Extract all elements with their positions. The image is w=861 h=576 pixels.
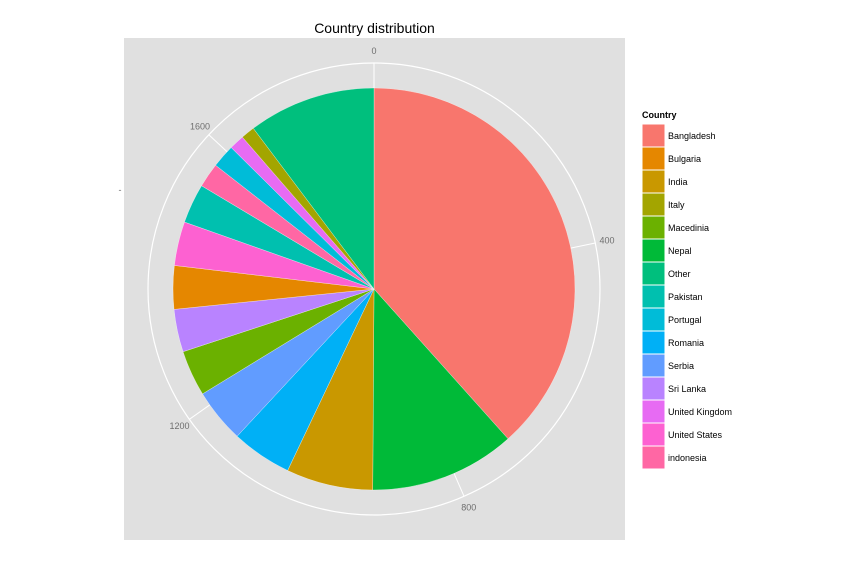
legend-swatch <box>641 330 666 355</box>
axis-tick-label: 1600 <box>190 122 210 132</box>
legend-label: Pakistan <box>668 292 703 302</box>
legend-swatch <box>641 169 666 194</box>
legend-label: Italy <box>668 200 685 210</box>
legend-swatch <box>641 192 666 217</box>
legend-title: Country <box>642 110 677 120</box>
legend-label: Bangladesh <box>668 131 716 141</box>
legend-swatch <box>641 353 666 378</box>
chart-title: Country distribution <box>314 20 435 36</box>
legend-swatch <box>641 215 666 240</box>
axis-tick-label: 0 <box>371 46 376 56</box>
axis-tick-label: 400 <box>600 236 615 246</box>
legend-label: India <box>668 177 688 187</box>
legend-label: Nepal <box>668 246 692 256</box>
pie-slice-nepal <box>372 288 509 491</box>
legend-swatch <box>641 146 666 171</box>
pie-slice-bangladesh <box>373 87 576 440</box>
legend-label: United Kingdom <box>668 407 732 417</box>
legend-label: indonesia <box>668 453 707 463</box>
legend-label: Bulgaria <box>668 154 701 164</box>
pie-slice-other <box>253 87 375 290</box>
legend-swatch <box>641 445 666 470</box>
legend-label: Portugal <box>668 315 702 325</box>
slice-layer <box>172 87 576 491</box>
y-axis-tick-label: - <box>119 185 122 195</box>
legend-swatch <box>641 376 666 401</box>
legend-swatch <box>641 123 666 148</box>
legend-label: Sri Lanka <box>668 384 706 394</box>
axis-tick-label: 1200 <box>170 421 190 431</box>
legend-swatch <box>641 422 666 447</box>
legend-label: Other <box>668 269 691 279</box>
legend-label: United States <box>668 430 723 440</box>
tick-layer: 0 400 800 1200 1600 - <box>119 46 615 512</box>
legend: Country Bangladesh Bulgaria India Italy Maced… <box>641 110 732 470</box>
legend-swatch <box>641 399 666 424</box>
legend-swatch <box>641 284 666 309</box>
legend-swatch <box>641 238 666 263</box>
legend-label: Macedinia <box>668 223 709 233</box>
axis-tick-label: 800 <box>461 502 476 512</box>
legend-label: Romania <box>668 338 704 348</box>
legend-swatch <box>641 307 666 332</box>
legend-swatch <box>641 261 666 286</box>
legend-label: Serbia <box>668 361 694 371</box>
